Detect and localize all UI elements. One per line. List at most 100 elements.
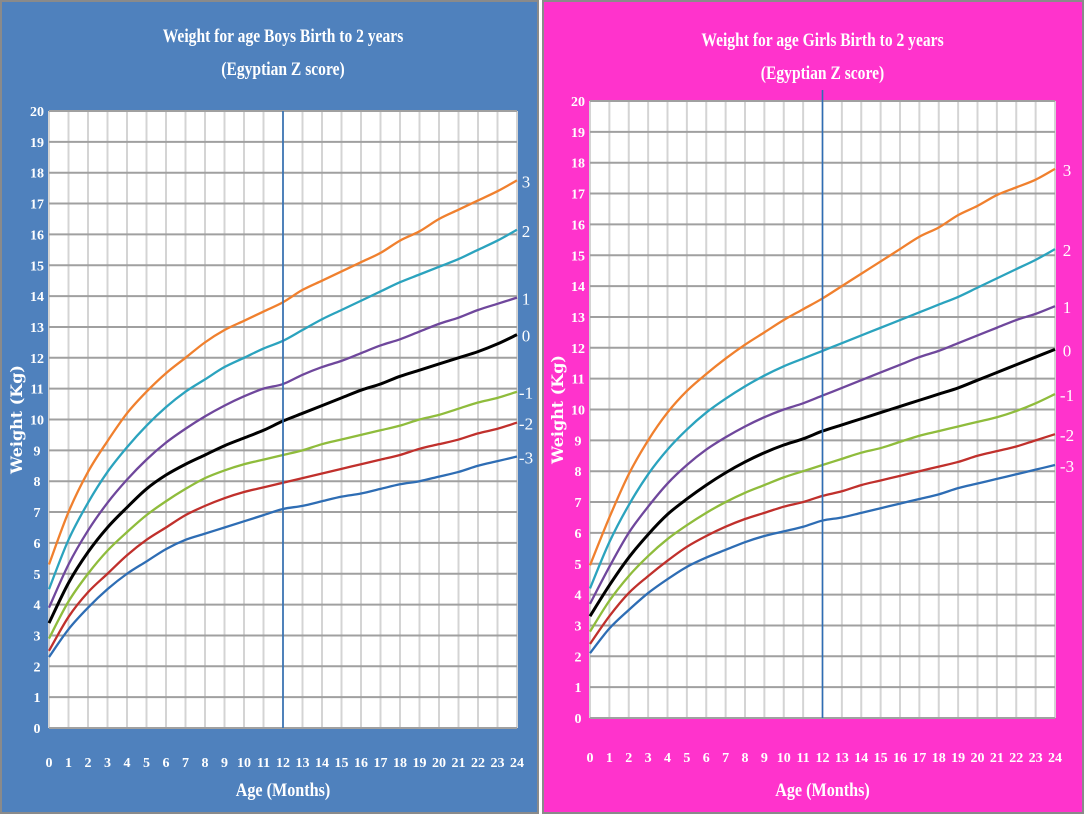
x-tick-label: 15	[335, 756, 349, 771]
z-score-label: 3	[1063, 161, 1072, 180]
y-tick-label: 4	[575, 589, 582, 604]
y-tick-label: 9	[34, 444, 41, 459]
y-tick-label: 17	[30, 198, 44, 213]
y-tick-label: 8	[575, 465, 582, 480]
x-tick-label: 1	[606, 751, 613, 766]
x-tick-label: 6	[163, 756, 170, 771]
x-tick-label: 5	[683, 751, 690, 766]
x-tick-label: 14	[854, 751, 868, 766]
x-tick-label: 23	[491, 756, 505, 771]
x-tick-label: 22	[471, 756, 485, 771]
x-tick-label: 9	[761, 751, 768, 766]
y-tick-label: 1	[575, 681, 582, 696]
x-tick-label: 17	[912, 751, 926, 766]
y-tick-label: 9	[575, 434, 582, 449]
x-tick-label: 13	[296, 756, 310, 771]
x-tick-label: 16	[893, 751, 907, 766]
y-tick-label: 11	[30, 383, 43, 398]
y-tick-label: 19	[571, 126, 585, 141]
x-tick-label: 8	[202, 756, 209, 771]
x-tick-label: 12	[816, 751, 830, 766]
chart-subtitle: (Egyptian Z score)	[761, 63, 885, 84]
z-score-label: -2	[1060, 426, 1074, 445]
y-tick-label: 0	[34, 722, 41, 737]
x-tick-label: 10	[237, 756, 251, 771]
y-tick-label: 19	[30, 136, 44, 151]
chart-subtitle: (Egyptian Z score)	[221, 59, 345, 80]
y-tick-label: 17	[571, 188, 585, 203]
x-tick-label: 15	[874, 751, 888, 766]
y-tick-label: 13	[30, 321, 44, 336]
y-tick-label: 10	[571, 404, 585, 419]
x-tick-label: 24	[510, 756, 524, 771]
y-tick-label: 2	[575, 650, 582, 665]
chart-title: Weight for age Girls Birth to 2 years	[701, 30, 943, 51]
y-tick-label: 3	[575, 619, 582, 634]
y-tick-label: 0	[575, 712, 582, 727]
y-tick-label: 4	[34, 599, 41, 614]
z-score-label: -3	[1060, 457, 1074, 476]
y-axis-label: Weight (Kg)	[548, 355, 567, 465]
x-tick-label: 4	[664, 751, 671, 766]
y-tick-label: 13	[571, 311, 585, 326]
x-tick-label: 5	[143, 756, 150, 771]
x-tick-label: 11	[257, 756, 270, 771]
y-tick-label: 12	[571, 342, 585, 357]
x-tick-label: 12	[276, 756, 290, 771]
y-tick-label: 3	[34, 629, 41, 644]
x-tick-label: 21	[990, 751, 1004, 766]
x-tick-label: 6	[703, 751, 710, 766]
y-tick-label: 10	[30, 414, 44, 429]
y-tick-label: 8	[34, 475, 41, 490]
z-score-label: 3	[522, 172, 531, 191]
chart-title: Weight for age Boys Birth to 2 years	[163, 26, 404, 47]
x-tick-label: 18	[393, 756, 407, 771]
x-tick-label: 20	[432, 756, 446, 771]
x-tick-label: 19	[951, 751, 965, 766]
x-tick-label: 3	[645, 751, 652, 766]
y-tick-label: 14	[30, 290, 44, 305]
x-tick-label: 20	[971, 751, 985, 766]
z-score-label: -3	[519, 449, 533, 468]
y-tick-label: 15	[571, 249, 585, 264]
x-tick-label: 3	[104, 756, 111, 771]
x-tick-label: 14	[315, 756, 329, 771]
z-score-label: -2	[519, 415, 533, 434]
z-score-label: 2	[1063, 241, 1072, 260]
girls-chart-panel: Weight for age Girls Birth to 2 years (Eg…	[542, 0, 1084, 814]
y-tick-label: 14	[571, 280, 585, 295]
y-tick-label: 7	[34, 506, 41, 521]
y-tick-label: 18	[30, 167, 44, 182]
y-tick-label: 6	[34, 537, 41, 552]
y-tick-label: 2	[34, 660, 41, 675]
x-tick-label: 8	[742, 751, 749, 766]
x-tick-label: 2	[625, 751, 632, 766]
y-tick-label: 5	[575, 558, 582, 573]
z-score-label: 1	[522, 290, 531, 309]
x-tick-label: 18	[932, 751, 946, 766]
x-tick-label: 4	[124, 756, 131, 771]
x-tick-label: 13	[835, 751, 849, 766]
y-tick-label: 16	[571, 218, 585, 233]
x-tick-label: 2	[85, 756, 92, 771]
x-tick-label: 16	[354, 756, 368, 771]
y-tick-label: 18	[571, 157, 585, 172]
y-tick-label: 6	[575, 527, 582, 542]
x-tick-label: 7	[722, 751, 729, 766]
z-score-label: 1	[1063, 298, 1072, 317]
y-axis-label: Weight (Kg)	[7, 365, 26, 475]
z-score-label: 0	[1063, 341, 1072, 360]
y-tick-label: 11	[571, 373, 584, 388]
y-tick-label: 7	[575, 496, 582, 511]
y-tick-label: 12	[30, 352, 44, 367]
z-score-label: -1	[519, 384, 533, 403]
x-tick-label: 0	[46, 756, 53, 771]
x-tick-label: 22	[1009, 751, 1023, 766]
x-tick-label: 21	[452, 756, 466, 771]
x-axis-label: Age (Months)	[775, 779, 870, 801]
x-tick-label: 10	[777, 751, 791, 766]
x-tick-label: 9	[221, 756, 228, 771]
y-tick-label: 16	[30, 228, 44, 243]
x-tick-label: 24	[1048, 751, 1062, 766]
z-score-label: 0	[522, 327, 531, 346]
